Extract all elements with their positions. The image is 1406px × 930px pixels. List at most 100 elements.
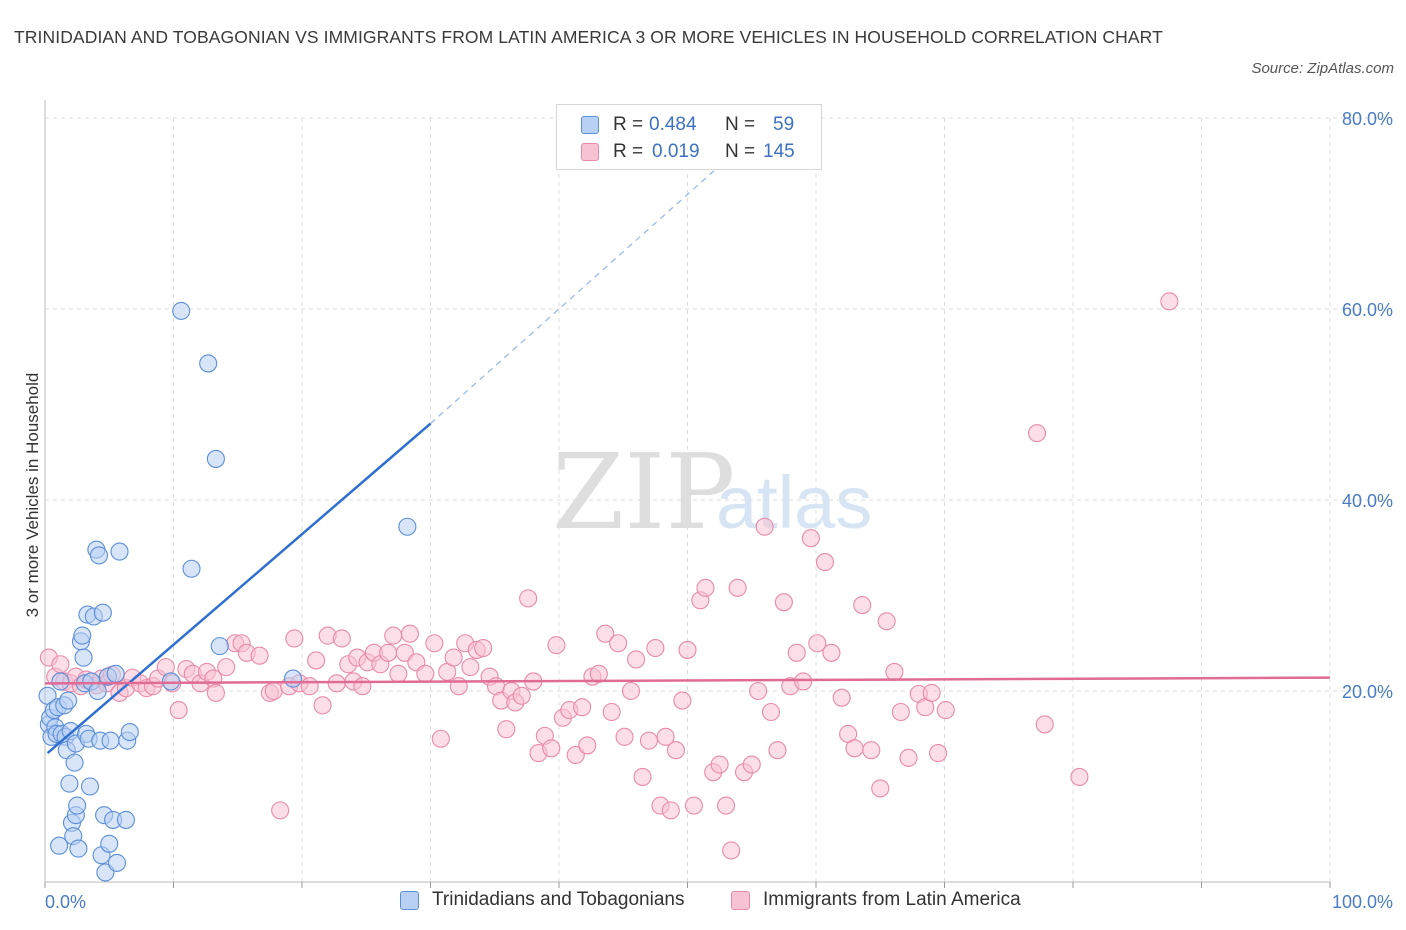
watermark: ZIP atlas [552,431,872,553]
data-point-latin-america [1160,292,1179,311]
data-point-latin-america [51,655,70,674]
data-point-trinidadian [182,559,201,578]
data-point-latin-america [666,741,685,760]
data-point-latin-america [497,720,516,739]
correlation-legend: R = 0.484 N = 59 R = 0.019 N = 145 [556,104,822,170]
data-point-trinidadian [106,664,125,683]
legend-n-value: 59 [773,114,795,135]
tick-labels: 20.0% 40.0% 60.0% 80.0% 0.0% 100.0% [45,109,1393,912]
data-point-latin-america [794,672,813,691]
data-point-trinidadian [110,542,129,561]
data-point-latin-america [661,801,680,820]
data-point-trinidadian [73,626,92,645]
data-point-latin-america [217,658,236,677]
legend-n-value: 145 [763,141,795,162]
data-point-trinidadian [100,834,119,853]
x-tick-label: 100.0% [1332,892,1393,912]
data-point-latin-america [474,638,493,658]
data-point-latin-america [327,674,346,693]
data-point-latin-america [774,593,793,612]
data-point-latin-america [621,681,641,701]
data-point-latin-america [787,643,806,662]
data-point-latin-america [808,634,827,653]
data-point-trinidadian [398,517,417,536]
y-tick-label: 40.0% [1342,491,1393,511]
data-point-latin-america [313,696,332,715]
data-point-latin-america [250,646,269,665]
data-point-trinidadian [65,753,84,772]
series-trinidadians [38,301,417,882]
chart-title: TRINIDADIAN AND TOBAGONIAN VS IMMIGRANTS… [14,27,1163,47]
legend-n-label: N = [725,141,756,162]
data-point-latin-america [696,578,715,597]
data-point-latin-america [801,529,820,548]
data-point-latin-america [922,683,941,702]
data-point-trinidadian [210,637,229,656]
data-point-latin-america [389,664,408,683]
axes [44,100,1331,888]
data-point-latin-america [400,624,419,643]
data-point-latin-america [899,748,918,767]
legend-swatch-blue [581,116,599,134]
trend-line-trinidadian [46,422,432,755]
data-point-latin-america [761,702,781,722]
data-point-latin-america [749,681,768,701]
data-point-latin-america [768,741,787,760]
x-tick-label: 0.0% [45,892,86,912]
legend-swatch-pink [731,891,750,910]
data-point-latin-america [845,739,864,758]
data-point-latin-america [609,634,628,653]
data-point-trinidadian [101,731,120,750]
data-point-trinidadian [283,669,303,688]
data-point-latin-america [615,727,634,746]
data-point-latin-america [1027,424,1047,443]
data-point-latin-america [885,662,904,681]
data-point-latin-america [596,624,615,643]
source-credit: Source: ZipAtlas.com [1251,60,1394,77]
data-point-trinidadian [199,354,218,373]
data-point-latin-america [678,640,697,659]
data-point-trinidadian [93,603,112,622]
legend-label-trinidadians: Trinidadians and Tobagonians [432,889,685,910]
data-point-latin-america [871,779,890,798]
data-point-latin-america [1035,715,1054,734]
data-point-latin-america [832,688,851,707]
legend-label-latin-america: Immigrants from Latin America [763,889,1021,910]
data-point-trinidadian [172,301,191,320]
data-point-latin-america [716,796,736,815]
watermark-atlas: atlas [716,461,872,544]
data-point-latin-america [578,736,597,755]
data-point-trinidadian [161,672,180,691]
data-point-latin-america [353,677,372,696]
data-point-trinidadian [107,853,127,872]
y-tick-label: 20.0% [1342,682,1393,702]
data-point-latin-america [206,683,225,702]
data-point-latin-america [431,729,450,748]
data-point-latin-america [728,578,747,597]
legend-r-value: 0.019 [652,141,700,162]
legend-swatch-blue [400,891,419,910]
data-point-latin-america [519,589,538,608]
data-point-trinidadian [60,774,79,793]
data-point-trinidadian [88,681,107,701]
data-point-latin-america [384,626,403,645]
watermark-zip: ZIP [552,431,735,553]
data-point-trinidadian [50,836,69,855]
data-point-latin-america [379,643,398,662]
data-point-latin-america [822,643,841,662]
data-point-latin-america [461,658,480,677]
data-point-trinidadian [120,723,139,742]
data-point-trinidadian [74,648,93,667]
data-point-trinidadian [89,546,109,565]
data-point-latin-america [285,629,304,648]
data-point-trinidadian [69,839,88,858]
trend-line-trinidadian-extension [430,136,753,425]
data-point-latin-america [547,636,566,655]
series-immigrants-latin-america [39,292,1179,860]
legend-r-label: R = [613,141,644,162]
data-point-trinidadian [68,796,87,815]
data-point-latin-america [710,755,729,774]
data-point-trinidadian [51,672,70,691]
data-point-latin-america [639,731,659,750]
